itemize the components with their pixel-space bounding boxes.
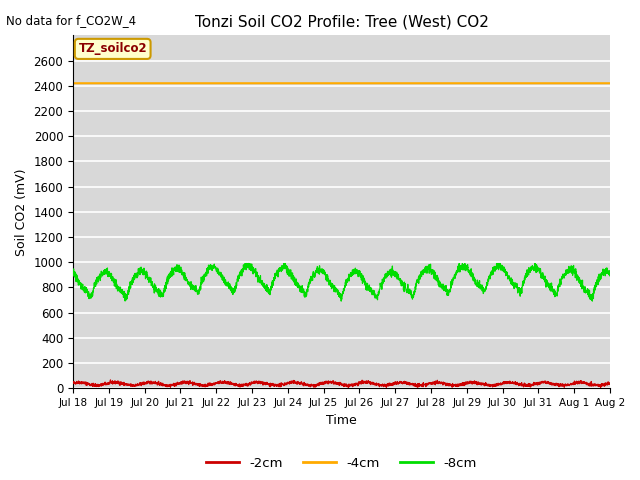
- -8cm: [243, 261, 250, 266]
- Y-axis label: Soil CO2 (mV): Soil CO2 (mV): [15, 168, 28, 255]
- -4cm: [595, 80, 603, 86]
- -4cm: [275, 80, 283, 86]
- Text: TZ_soilco2: TZ_soilco2: [78, 42, 147, 55]
- -8cm: [596, 275, 604, 280]
- -8cm: [337, 298, 345, 304]
- -8cm: [298, 290, 306, 296]
- -8cm: [538, 272, 546, 277]
- -4cm: [606, 80, 614, 86]
- X-axis label: Time: Time: [326, 414, 357, 427]
- Title: Tonzi Soil CO2 Profile: Tree (West) CO2: Tonzi Soil CO2 Profile: Tree (West) CO2: [195, 15, 488, 30]
- -2cm: [606, 381, 614, 386]
- -8cm: [163, 280, 170, 286]
- Legend: -2cm, -4cm, -8cm: -2cm, -4cm, -8cm: [201, 451, 482, 475]
- -2cm: [107, 377, 115, 383]
- -8cm: [69, 273, 77, 278]
- -2cm: [345, 384, 353, 390]
- -4cm: [163, 80, 170, 86]
- -2cm: [275, 384, 283, 390]
- Line: -2cm: -2cm: [73, 380, 610, 387]
- -8cm: [131, 277, 138, 283]
- -2cm: [538, 379, 546, 384]
- -2cm: [298, 381, 306, 387]
- -8cm: [275, 265, 283, 271]
- -2cm: [131, 383, 138, 389]
- -4cm: [538, 80, 545, 86]
- Text: No data for f_CO2W_4: No data for f_CO2W_4: [6, 14, 136, 27]
- -2cm: [69, 380, 77, 386]
- -4cm: [69, 80, 77, 86]
- -4cm: [131, 80, 138, 86]
- Line: -8cm: -8cm: [73, 264, 610, 301]
- -2cm: [163, 382, 170, 388]
- -8cm: [606, 273, 614, 279]
- -2cm: [596, 382, 604, 388]
- -4cm: [298, 80, 306, 86]
